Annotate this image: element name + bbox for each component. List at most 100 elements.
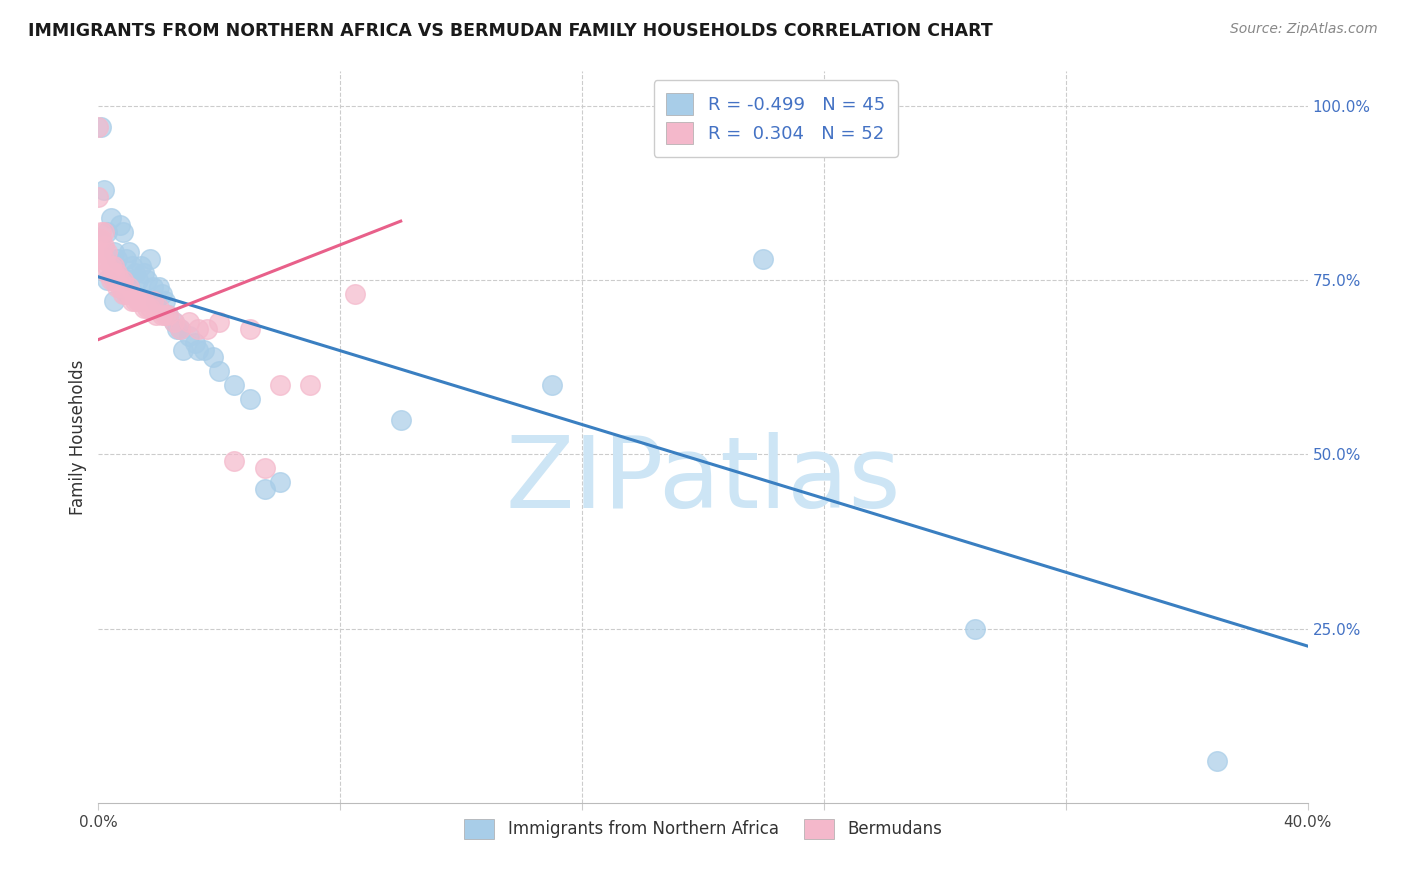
Point <box>127 294 149 309</box>
Point <box>208 315 231 329</box>
Point <box>224 454 246 468</box>
Point <box>111 273 134 287</box>
Point <box>202 350 225 364</box>
Point <box>96 245 118 260</box>
Point <box>87 190 110 204</box>
Point <box>118 280 141 294</box>
Point <box>139 252 162 267</box>
Point <box>105 266 128 280</box>
Point <box>121 260 143 274</box>
Point <box>93 238 115 252</box>
Point <box>135 301 157 316</box>
Point <box>103 260 125 274</box>
Point <box>124 294 146 309</box>
Point <box>135 273 157 287</box>
Point <box>163 315 186 329</box>
Point <box>239 322 262 336</box>
Point <box>118 273 141 287</box>
Point <box>139 301 162 316</box>
Point <box>166 322 188 336</box>
Point <box>179 315 201 329</box>
Point <box>103 266 125 280</box>
Point <box>93 225 115 239</box>
Point <box>111 287 134 301</box>
Point <box>389 412 412 426</box>
Point <box>121 294 143 309</box>
Point <box>105 252 128 267</box>
Point <box>114 252 136 267</box>
Point <box>103 294 125 309</box>
Point <box>100 260 122 274</box>
Point <box>156 308 179 322</box>
Point <box>187 322 209 336</box>
Point <box>153 294 176 309</box>
Point <box>1206 754 1229 768</box>
Point <box>129 260 152 274</box>
Point <box>100 273 122 287</box>
Point <box>269 377 291 392</box>
Point <box>132 266 155 280</box>
Point <box>299 377 322 392</box>
Point <box>108 280 131 294</box>
Point <box>169 322 191 336</box>
Point <box>187 343 209 357</box>
Point <box>103 245 125 260</box>
Point <box>96 260 118 274</box>
Legend: Immigrants from Northern Africa, Bermudans: Immigrants from Northern Africa, Bermuda… <box>457 812 949 846</box>
Point <box>172 343 194 357</box>
Point <box>105 280 128 294</box>
Point <box>150 287 173 301</box>
Point <box>96 266 118 280</box>
Point <box>96 225 118 239</box>
Point <box>239 392 262 406</box>
Point <box>127 273 149 287</box>
Point <box>90 245 112 260</box>
Point <box>344 287 367 301</box>
Point <box>156 308 179 322</box>
Point <box>253 483 276 497</box>
Point <box>142 294 165 309</box>
Point <box>163 315 186 329</box>
Point <box>195 322 218 336</box>
Point <box>103 273 125 287</box>
Point <box>179 329 201 343</box>
Point <box>111 225 134 239</box>
Point <box>124 266 146 280</box>
Point <box>90 120 112 134</box>
Text: IMMIGRANTS FROM NORTHERN AFRICA VS BERMUDAN FAMILY HOUSEHOLDS CORRELATION CHART: IMMIGRANTS FROM NORTHERN AFRICA VS BERMU… <box>28 22 993 40</box>
Point <box>108 218 131 232</box>
Point <box>132 301 155 316</box>
Point <box>148 280 170 294</box>
Point <box>90 231 112 245</box>
Point <box>193 343 215 357</box>
Point <box>96 273 118 287</box>
Point <box>118 245 141 260</box>
Point <box>224 377 246 392</box>
Point <box>132 294 155 309</box>
Point <box>87 120 110 134</box>
Point <box>148 301 170 316</box>
Point <box>269 475 291 490</box>
Point <box>114 287 136 301</box>
Point <box>142 280 165 294</box>
Y-axis label: Family Households: Family Households <box>69 359 87 515</box>
Point <box>93 183 115 197</box>
Point <box>118 287 141 301</box>
Point <box>153 308 176 322</box>
Point <box>90 225 112 239</box>
Point <box>93 252 115 267</box>
Point <box>208 364 231 378</box>
Point <box>90 252 112 267</box>
Point <box>253 461 276 475</box>
Point <box>100 211 122 225</box>
Point <box>145 308 167 322</box>
Point <box>540 377 562 392</box>
Point <box>145 294 167 309</box>
Point <box>129 294 152 309</box>
Point <box>965 622 987 636</box>
Point <box>184 336 207 351</box>
Point <box>108 273 131 287</box>
Text: Source: ZipAtlas.com: Source: ZipAtlas.com <box>1230 22 1378 37</box>
Point <box>169 322 191 336</box>
Point <box>150 308 173 322</box>
